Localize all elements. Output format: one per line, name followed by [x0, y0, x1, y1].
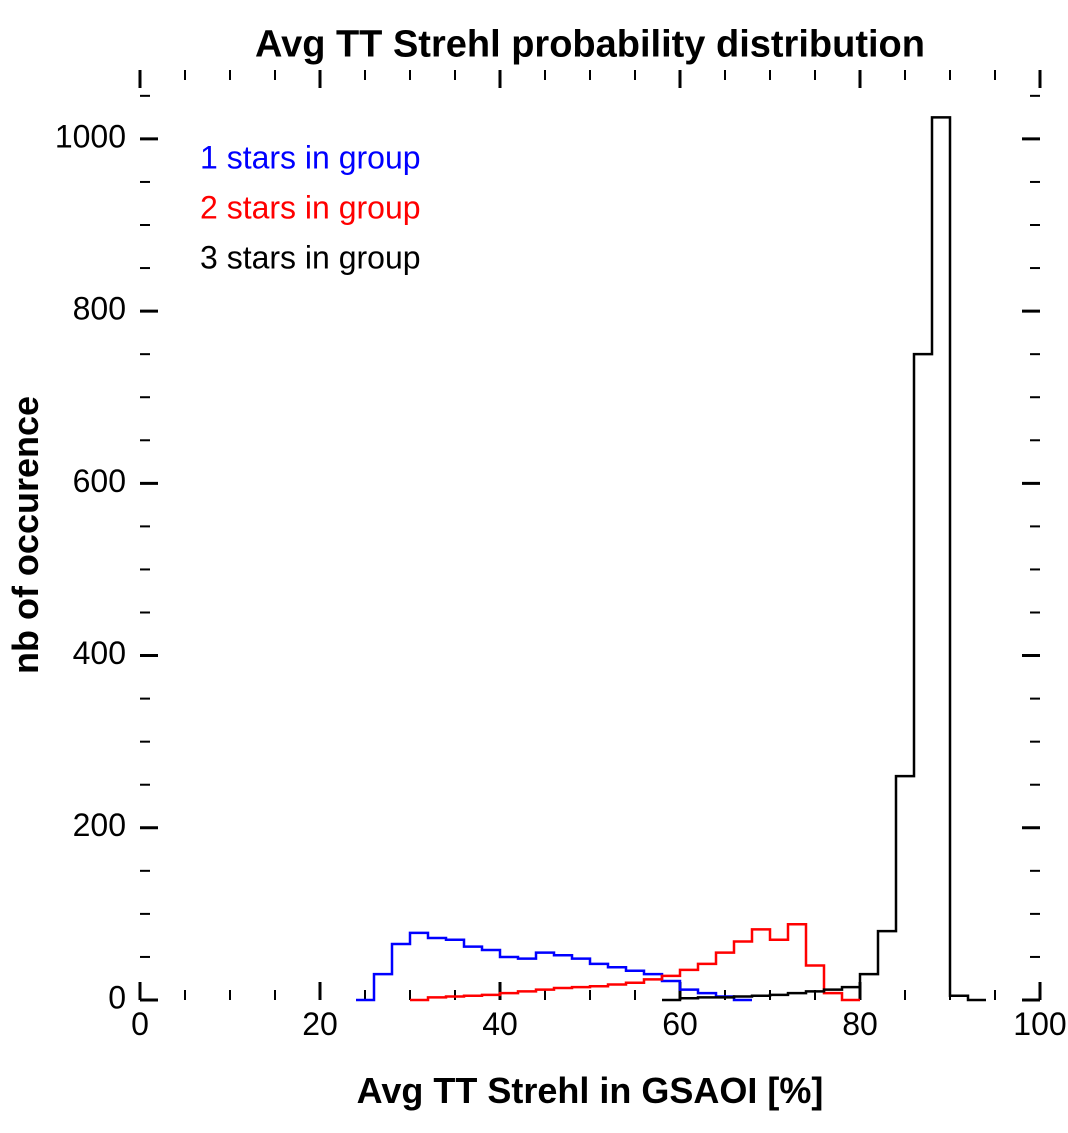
x-tick-label: 80 — [842, 1006, 878, 1042]
y-tick-label: 1000 — [55, 118, 126, 154]
legend-item: 1 stars in group — [200, 139, 421, 175]
chart-title: Avg TT Strehl probability distribution — [255, 23, 925, 65]
legend-item: 2 stars in group — [200, 189, 421, 225]
x-tick-label: 40 — [482, 1006, 518, 1042]
histogram-series — [662, 117, 986, 1000]
x-tick-label: 60 — [662, 1006, 698, 1042]
y-tick-label: 200 — [73, 807, 126, 843]
strehl-histogram-chart: Avg TT Strehl probability distribution 0 2… — [0, 0, 1068, 1133]
y-tick-label: 800 — [73, 291, 126, 327]
y-tick-label: 0 — [108, 979, 126, 1015]
histogram-series — [410, 924, 860, 1000]
x-axis-label: Avg TT Strehl in GSAOI [%] — [357, 1070, 824, 1111]
x-tick-label: 20 — [302, 1006, 338, 1042]
y-tick-label: 600 — [73, 463, 126, 499]
x-tick-label: 100 — [1013, 1006, 1066, 1042]
y-tick-label: 400 — [73, 635, 126, 671]
x-tick-label: 0 — [131, 1006, 149, 1042]
y-axis-label: nb of occurence — [5, 396, 46, 674]
legend-item: 3 stars in group — [200, 239, 421, 275]
